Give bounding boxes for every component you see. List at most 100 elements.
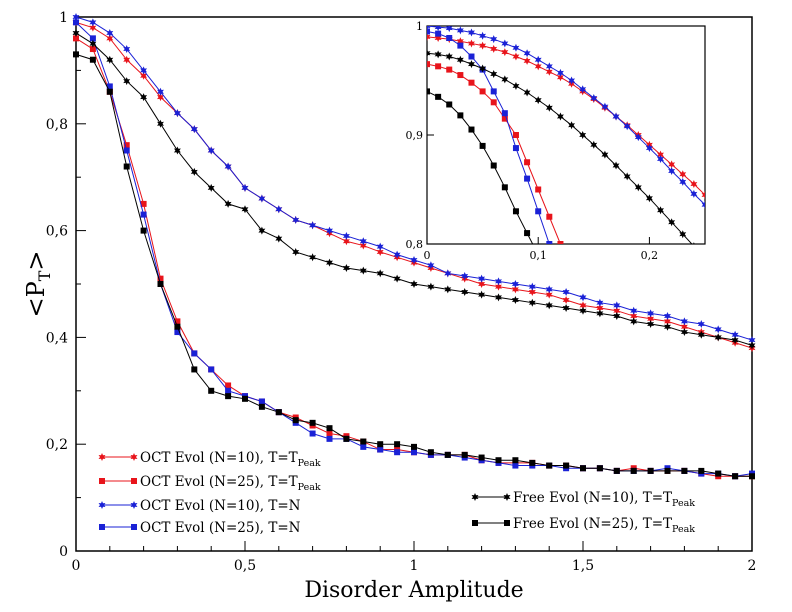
data-point-free10-peak	[461, 288, 469, 297]
data-point-oct10-n	[647, 309, 655, 318]
data-point-oct25-n	[411, 449, 417, 456]
data-point-free10-peak	[173, 146, 181, 155]
inset-data-point-oct10-n	[545, 62, 553, 71]
data-point-free10-peak	[410, 280, 418, 288]
inset-data-point-oct10-n	[645, 144, 653, 153]
inset-series-free10-peak	[427, 49, 695, 244]
inset-data-point-free10-peak	[490, 69, 498, 78]
y-tick-label: 0	[59, 544, 68, 560]
x-tick-label: 2	[748, 558, 757, 574]
inset-data-point-free10-peak	[556, 112, 564, 121]
x-tick-label: 0	[72, 558, 81, 574]
data-point-oct10-n	[444, 269, 452, 278]
inset-data-point-oct10-n	[634, 133, 642, 142]
data-point-free25-peak	[360, 438, 367, 445]
inset-data-point-oct25-peak	[479, 88, 486, 95]
data-point-oct10-n	[393, 250, 401, 259]
inset-data-point-oct10-n	[468, 28, 475, 37]
inset-data-point-oct10-n	[512, 43, 520, 52]
data-point-free25-peak	[140, 227, 147, 234]
x-axis-title: Disorder Amplitude	[304, 578, 523, 603]
data-point-oct25-n	[377, 446, 384, 453]
data-point-free25-peak	[647, 467, 654, 474]
inset-data-point-oct25-n	[535, 208, 542, 215]
inset-data-point-free25-peak	[512, 208, 519, 215]
data-point-free25-peak	[444, 451, 451, 458]
data-point-oct10-n	[123, 45, 131, 54]
legend-marker	[99, 524, 105, 530]
inset-data-point-free25-peak	[501, 184, 508, 191]
inset-data-point-oct10-peak	[427, 32, 431, 41]
data-point-free10-peak	[123, 77, 131, 86]
data-point-oct10-n	[224, 162, 232, 171]
legend-entry-free25-peak: Free Evol (N=25), T=TPeak	[472, 516, 695, 535]
inset-data-point-oct25-n	[490, 88, 497, 95]
inset-y-tick-label: 0,8	[406, 238, 424, 251]
data-point-free25-peak	[106, 88, 113, 95]
data-point-oct10-n	[545, 285, 553, 294]
legend-label: OCT Evol (N=25), T=TPeak	[140, 474, 321, 493]
data-point-oct10-n	[359, 237, 367, 246]
inset-data-point-oct25-n	[446, 34, 453, 41]
data-point-oct10-n	[697, 320, 705, 329]
data-point-oct10-n	[478, 274, 486, 283]
data-point-oct25-n	[360, 443, 367, 450]
data-point-oct10-peak	[106, 34, 114, 43]
data-point-oct10-n	[342, 231, 350, 240]
inset-data-point-oct10-peak	[545, 67, 553, 76]
data-point-oct10-n	[461, 271, 469, 280]
inset-data-point-oct25-n	[524, 175, 531, 182]
data-point-free10-peak	[89, 39, 97, 48]
inset-data-point-free25-peak	[490, 162, 497, 169]
inset-data-point-oct10-n	[445, 26, 453, 33]
inset-data-point-free25-peak	[435, 93, 442, 100]
data-point-free10-peak	[258, 226, 266, 235]
data-point-oct10-peak	[528, 288, 536, 297]
series-free10-peak	[72, 29, 756, 350]
y-tick-label: 0,4	[46, 330, 68, 346]
data-point-free25-peak	[613, 467, 620, 474]
inset-data-point-free10-peak	[657, 206, 664, 215]
data-point-free25-peak	[478, 454, 485, 461]
inset-data-point-free10-peak	[579, 131, 587, 139]
data-point-free25-peak	[698, 467, 705, 474]
legend-entry-free10-peak: Free Evol (N=10), T=TPeak	[471, 490, 695, 509]
inset-data-point-oct10-peak	[679, 170, 687, 179]
data-point-oct10-n	[72, 13, 80, 21]
legend-label: Free Evol (N=10), T=TPeak	[513, 490, 695, 509]
data-point-free25-peak	[191, 366, 198, 373]
inset-data-point-oct25-peak	[535, 186, 542, 193]
data-point-free10-peak	[275, 234, 283, 243]
inset-data-point-oct10-peak	[668, 160, 676, 169]
data-point-free10-peak	[157, 119, 164, 128]
legend-marker	[131, 524, 137, 530]
data-point-free25-peak	[377, 441, 384, 448]
inset-data-point-oct25-n	[546, 241, 553, 244]
inset-data-point-oct25-peak	[524, 159, 531, 166]
inset-data-point-oct25-peak	[435, 63, 442, 70]
data-point-free10-peak	[596, 309, 604, 318]
inset-data-point-oct10-n	[427, 26, 431, 30]
data-point-oct10-peak	[680, 322, 688, 331]
legend-marker	[98, 453, 106, 461]
data-point-free25-peak	[326, 425, 333, 432]
inset-data-point-oct10-peak	[657, 150, 664, 159]
legend-marker	[503, 493, 511, 501]
inset-data-point-oct10-n	[501, 39, 509, 48]
data-point-free25-peak	[89, 56, 96, 63]
inset-data-point-oct10-peak	[490, 44, 498, 53]
legend-marker	[98, 501, 106, 509]
legend-label: OCT Evol (N=10), T=TPeak	[140, 450, 321, 469]
data-point-free25-peak	[242, 395, 248, 402]
inset-data-point-oct10-peak	[534, 62, 542, 71]
y-axis-title-sub: T	[35, 270, 54, 281]
data-point-free25-peak	[343, 435, 350, 442]
inset-data-point-oct10-n	[523, 49, 531, 58]
inset-data-point-free10-peak	[623, 172, 631, 181]
series-oct10-n	[72, 13, 756, 345]
inset-data-point-oct10-n	[701, 200, 705, 209]
data-point-free10-peak	[309, 253, 317, 262]
data-point-oct25-peak	[157, 275, 164, 282]
inset-data-point-oct25-n	[512, 145, 519, 152]
inset-data-point-free25-peak	[446, 101, 453, 108]
